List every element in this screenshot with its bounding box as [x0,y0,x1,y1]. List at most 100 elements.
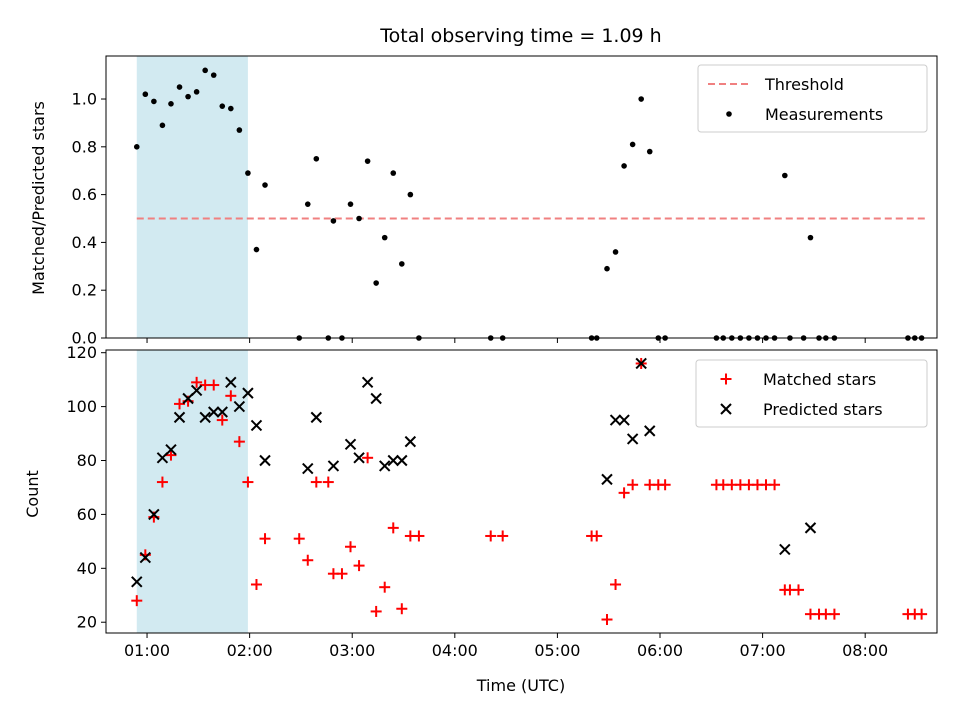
predicted-star-point [148,508,160,521]
matched-star-point [208,379,220,391]
measurement-point [133,144,140,150]
matched-star-point [413,530,425,542]
predicted-stars-points [131,357,817,588]
predicted-star-point [804,522,817,534]
predicted-star-point [199,411,211,424]
measurement-point [236,127,243,133]
plus-marker-icon [720,373,732,385]
predicted-star-point [779,543,791,556]
measurement-point [210,72,217,78]
predicted-star-point [404,435,417,448]
matched-star-point [293,533,305,545]
predicted-star-point [344,438,357,451]
measurement-point [202,67,208,74]
measurement-point [159,122,166,129]
count-panel: 20 40 60 80 100 120 01:00 02:00 03:00 04:00 05:00… [23,343,938,695]
matched-star-point [131,595,143,607]
matched-star-point [362,452,374,464]
measurement-point [807,234,814,241]
predicted-star-point [225,376,237,389]
y-tick-label: 80 [77,451,97,470]
matched-stars-legend-swatch [720,373,732,385]
threshold-legend-label: Threshold [764,75,844,94]
measurement-point [330,218,337,224]
x-tick-label: 05:00 [534,641,580,660]
measurement-point [347,201,354,207]
predicted-star-point [618,414,630,426]
measurement-point [638,96,644,102]
y-tick-label: 0.4 [72,233,97,252]
ratio-panel-y-ticks: 0.0 0.2 0.4 0.6 0.8 1.0 [72,90,106,348]
y-tick-label: 0.2 [72,281,97,300]
matched-star-point [216,414,228,426]
count-panel-y-label: Count [23,470,42,518]
measurement-point [262,182,268,188]
matched-star-point [618,487,630,499]
measurement-point [390,170,397,176]
measurement-point [304,201,311,207]
measurement-point [629,141,636,148]
matched-star-point [310,476,322,488]
matched-star-point [174,398,186,410]
y-tick-label: 20 [77,613,97,632]
x-tick-label: 04:00 [432,641,478,660]
predicted-star-point [233,400,246,413]
predicted-star-point [379,460,391,472]
y-tick-label: 120 [66,343,97,362]
predicted-star-point [387,454,399,467]
measurement-point [151,98,157,105]
measurement-point [381,234,388,241]
matched-star-point [353,560,365,572]
y-tick-label: 40 [77,559,97,578]
measurement-point [228,105,234,112]
matched-star-point [370,605,382,617]
predicted-star-point [327,460,340,472]
matched-star-point [225,390,237,402]
x-axis-label: Time (UTC) [476,676,565,695]
y-tick-label: 0.8 [72,137,97,156]
predicted-star-point [173,411,186,424]
predicted-stars-legend-label: Predicted stars [763,400,883,419]
ratio-panel: 0.0 0.2 0.4 0.6 0.8 1.0 Matched/Predicted sta… [29,55,938,348]
matched-star-point [379,581,391,593]
ratio-panel-legend: Threshold Measurements [697,64,928,133]
predicted-star-point [259,454,271,467]
ratio-panel-x-ticks [146,338,866,343]
matched-star-point [485,530,497,542]
measurement-point [612,249,619,255]
y-tick-label: 60 [77,505,97,524]
predicted-star-point [302,462,314,475]
predicted-star-point [644,425,656,437]
predicted-star-point [609,414,622,426]
matched-star-point [233,436,245,448]
measurement-point [219,103,226,109]
x-tick-label: 01:00 [124,641,170,660]
predicted-star-point [310,411,323,424]
matched-star-point [165,449,177,461]
matched-star-point [345,541,357,553]
measurement-point [253,246,260,253]
measurement-point [168,100,174,107]
measurement-point [142,91,149,98]
matched-stars-legend-label: Matched stars [763,370,876,389]
ratio-legend-box [697,64,928,133]
matched-stars-points [131,357,928,626]
predicted-star-point [601,473,613,486]
measurement-point [356,215,362,222]
matched-star-point [610,578,622,590]
measurement-point [245,170,251,176]
matched-star-point [828,608,840,620]
x-tick-label: 07:00 [740,641,786,660]
count-panel-shaded-interval [136,350,248,633]
predicted-star-point [396,454,408,467]
measurement-point [399,261,405,267]
x-tick-label: 02:00 [227,641,273,660]
measurement-point [313,155,320,162]
matched-star-point [793,584,804,596]
predicted-star-point [242,387,254,399]
predicted-star-point [208,406,220,418]
ratio-panel-y-label: Matched/Predicted stars [29,101,48,295]
count-panel-y-ticks: 20 40 60 80 100 120 [66,343,106,632]
measurement-point [176,84,183,90]
